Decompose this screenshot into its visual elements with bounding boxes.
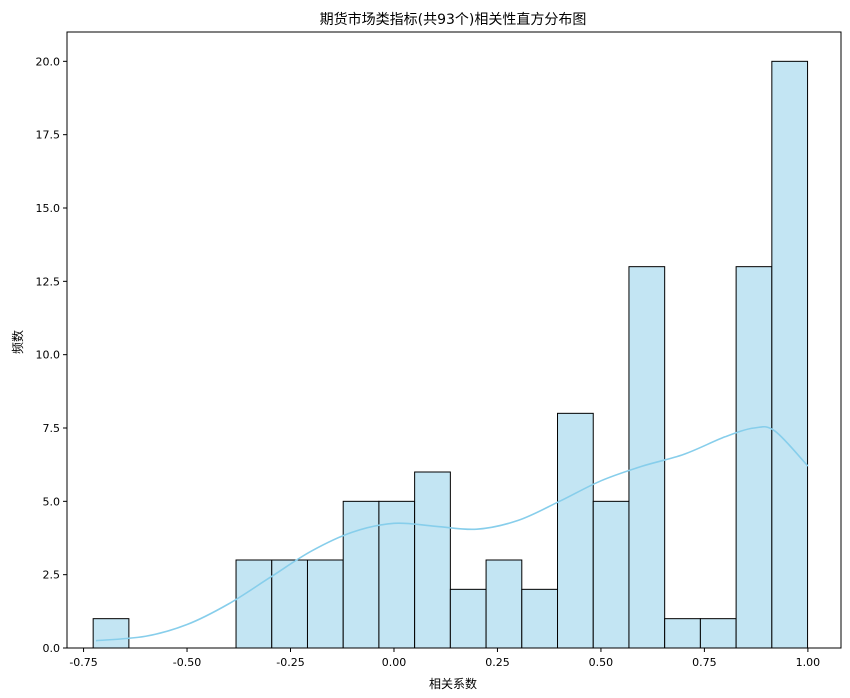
histogram-bar bbox=[342, 500, 380, 649]
histogram-bar bbox=[771, 60, 809, 649]
histogram-bar bbox=[414, 471, 451, 649]
histogram-bar bbox=[306, 559, 344, 649]
x-axis-label: 相关系数 bbox=[429, 676, 477, 691]
histogram-bar bbox=[628, 266, 666, 649]
chart-title: 期货市场类指标(共93个)相关性直方分布图 bbox=[320, 11, 587, 28]
histogram-bar bbox=[735, 266, 773, 649]
x-tick-label: -0.50 bbox=[173, 656, 201, 669]
x-tick-label: 1.00 bbox=[796, 656, 821, 669]
histogram-bar bbox=[271, 559, 308, 649]
y-axis-label: 频数 bbox=[10, 330, 25, 354]
histogram-bar bbox=[235, 559, 273, 649]
histogram-bar bbox=[521, 588, 559, 649]
x-tick-label: -0.25 bbox=[276, 656, 304, 669]
x-tick-label: 0.25 bbox=[485, 656, 510, 669]
histogram-bar bbox=[92, 618, 130, 649]
x-tick-label: -0.75 bbox=[69, 656, 97, 669]
y-tick-label: 12.5 bbox=[36, 275, 61, 288]
x-tick-label: 0.75 bbox=[692, 656, 717, 669]
y-tick-label: 2.5 bbox=[43, 569, 61, 582]
histogram-bar bbox=[485, 559, 523, 649]
x-tick-label: 0.50 bbox=[589, 656, 614, 669]
histogram-bar bbox=[699, 618, 737, 649]
histogram-bar bbox=[592, 500, 630, 649]
y-tick-label: 20.0 bbox=[36, 55, 61, 68]
y-tick-label: 7.5 bbox=[43, 422, 61, 435]
x-tick-label: 0.00 bbox=[382, 656, 407, 669]
y-tick-label: 5.0 bbox=[43, 495, 61, 508]
histogram-bar bbox=[557, 412, 594, 649]
x-axis-ticks: -0.75 -0.50 -0.25 0.00 0.25 0.50 0.75 1.00 bbox=[69, 648, 820, 669]
histogram-bars bbox=[92, 60, 809, 649]
y-axis-ticks: 0.0 2.5 5.0 7.5 10.0 12.5 15.0 17.5 20.0 bbox=[36, 55, 67, 655]
y-tick-label: 10.0 bbox=[36, 349, 61, 362]
y-tick-label: 17.5 bbox=[36, 129, 61, 142]
histogram-bar bbox=[664, 618, 701, 649]
y-tick-label: 15.0 bbox=[36, 202, 61, 215]
y-tick-label: 0.0 bbox=[43, 642, 61, 655]
histogram-bar bbox=[449, 588, 487, 649]
histogram-bar bbox=[378, 500, 416, 649]
plot-area-frame bbox=[66, 31, 842, 649]
kde-curve bbox=[95, 425, 809, 642]
